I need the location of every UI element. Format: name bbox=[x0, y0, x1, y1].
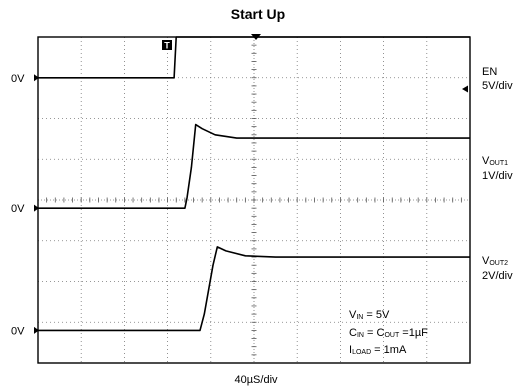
zero-label-en: 0V bbox=[11, 73, 25, 85]
vout2-scale-label: 2V/div bbox=[482, 270, 513, 282]
chart-title: Start Up bbox=[231, 6, 285, 22]
x-axis-scale-label: 40µS/div bbox=[234, 374, 278, 386]
condition-vin: VIN = 5V bbox=[349, 309, 390, 321]
en-scale-label: 5V/div bbox=[482, 80, 513, 92]
condition-iload: ILOAD = 1mA bbox=[349, 344, 407, 356]
zero-markers: 0V 0V 0V bbox=[11, 73, 39, 338]
graticule bbox=[38, 37, 470, 363]
svg-text:T: T bbox=[164, 41, 170, 51]
zero-label-vout2: 0V bbox=[11, 325, 25, 337]
condition-capacitors: CIN = COUT =1µF bbox=[349, 327, 428, 339]
trigger-level-arrow-icon bbox=[462, 86, 468, 93]
vout1-scale-label: 1V/div bbox=[482, 170, 513, 182]
zero-label-vout1: 0V bbox=[11, 203, 25, 215]
en-channel-name: EN bbox=[482, 66, 497, 78]
vout1-channel-name: VOUT1 bbox=[482, 155, 508, 167]
trigger-marker: T bbox=[162, 40, 172, 51]
vout2-channel-name: VOUT2 bbox=[482, 255, 508, 267]
